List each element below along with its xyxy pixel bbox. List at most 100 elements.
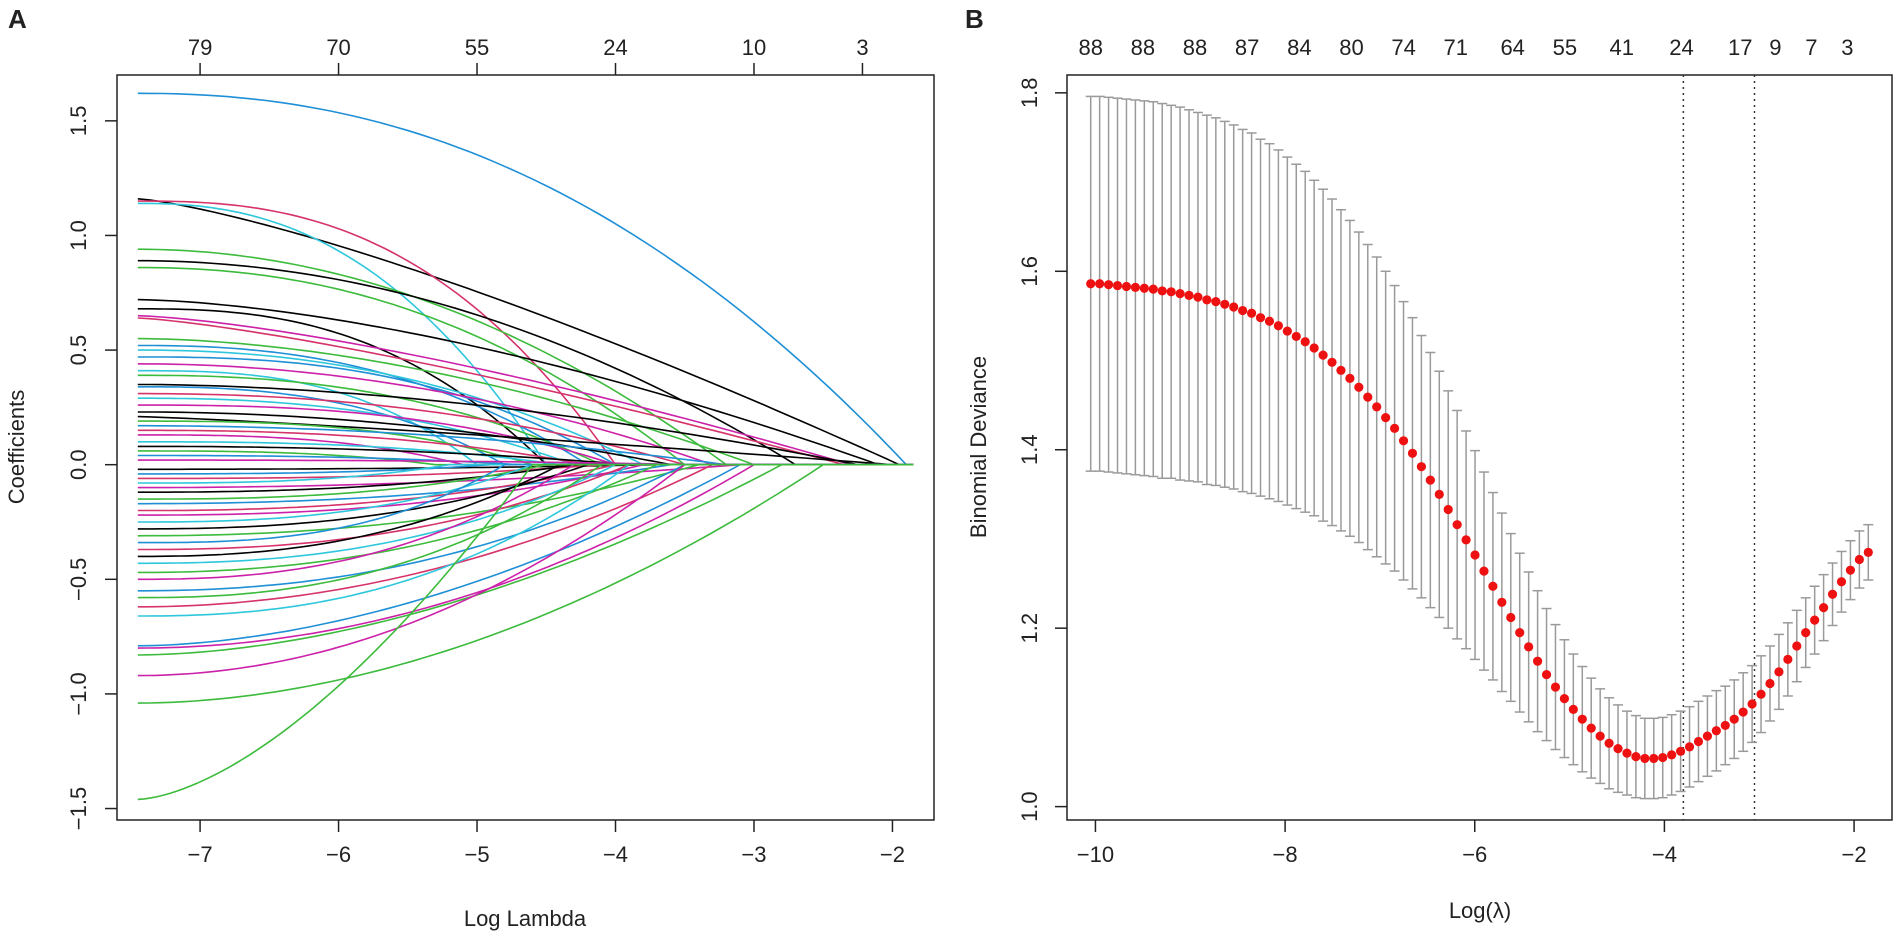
cv-point bbox=[1282, 326, 1292, 336]
coefficient-line bbox=[137, 463, 914, 537]
coefficient-line bbox=[137, 463, 914, 581]
x-axis-label: Log(λ) bbox=[1449, 898, 1511, 923]
top-axis-label: 74 bbox=[1391, 35, 1415, 60]
cv-point bbox=[1649, 753, 1659, 764]
cv-point bbox=[1836, 577, 1847, 587]
coefficient-line bbox=[137, 459, 914, 466]
coefficient-line bbox=[137, 337, 914, 466]
cv-point bbox=[1854, 554, 1864, 565]
cv-point bbox=[1407, 448, 1418, 458]
top-axis-label: 3 bbox=[1841, 35, 1853, 60]
y-tick-label: 1.5 bbox=[66, 106, 91, 137]
coefficient-line bbox=[137, 463, 914, 489]
cv-point bbox=[1524, 642, 1534, 652]
top-axis-label: 55 bbox=[1553, 35, 1577, 60]
coefficient-line bbox=[137, 383, 914, 466]
coefficient-line bbox=[137, 463, 914, 530]
coefficient-line bbox=[137, 259, 914, 466]
y-tick-label: 1.8 bbox=[1017, 78, 1042, 109]
cv-point bbox=[1827, 589, 1838, 599]
cv-point bbox=[1103, 280, 1114, 290]
y-tick-label: −1.5 bbox=[66, 787, 91, 830]
cv-point bbox=[1139, 283, 1149, 293]
cv-point bbox=[1434, 489, 1444, 499]
x-tick-label: −6 bbox=[1462, 842, 1487, 867]
x-tick-label: −5 bbox=[464, 842, 489, 867]
top-axis-ticks: 79 70 55 24 10 3 bbox=[188, 35, 869, 75]
cv-point bbox=[1246, 308, 1257, 318]
cv-point bbox=[1559, 694, 1570, 704]
coefficient-line bbox=[137, 356, 914, 466]
x-axis-ticks: −7 −6 −5 −4 −3 −2 bbox=[188, 820, 905, 867]
lambda-reference-lines bbox=[1682, 75, 1756, 820]
coefficient-line bbox=[137, 202, 914, 466]
coefficient-line bbox=[137, 298, 914, 466]
coefficient-line bbox=[137, 314, 914, 466]
top-axis-label: 9 bbox=[1769, 35, 1781, 60]
cv-point bbox=[1309, 343, 1319, 353]
cv-point bbox=[1515, 628, 1525, 638]
cv-point bbox=[1819, 603, 1829, 613]
cv-point bbox=[1586, 723, 1596, 733]
cv-point bbox=[1470, 550, 1480, 560]
coefficient-line bbox=[137, 440, 914, 466]
top-axis-label: 24 bbox=[1669, 35, 1693, 60]
y-tick-label: −1.0 bbox=[66, 672, 91, 715]
top-axis-label: 7 bbox=[1805, 35, 1817, 60]
cv-point bbox=[1238, 305, 1248, 316]
cv-point bbox=[1541, 669, 1552, 680]
coefficient-line bbox=[137, 374, 914, 466]
coefficient-line bbox=[137, 92, 914, 466]
coefficient-line bbox=[137, 463, 914, 565]
x-tick-label: −4 bbox=[1652, 842, 1677, 867]
cv-point bbox=[1363, 392, 1373, 402]
cv-point bbox=[1863, 547, 1873, 557]
coefficient-line bbox=[137, 463, 914, 592]
coefficient-line bbox=[137, 429, 914, 466]
cv-point bbox=[1747, 699, 1757, 709]
coefficient-line bbox=[137, 248, 914, 466]
x-tick-label: −7 bbox=[188, 842, 213, 867]
coefficient-line bbox=[137, 450, 914, 466]
x-tick-label: −3 bbox=[741, 842, 766, 867]
cv-point bbox=[1810, 615, 1820, 625]
cross-validation-panel: B −10 −8 −6 −4 −2 1.0 1.2 1.4 1.6 1.8 88 88 88 87 84… bbox=[965, 4, 1893, 923]
y-axis-ticks: −1.5 −1.0 −0.5 0.0 0.5 1.0 1.5 bbox=[66, 106, 117, 830]
cv-point bbox=[1425, 475, 1435, 485]
top-axis-label: 88 bbox=[1078, 35, 1102, 60]
coefficient-line bbox=[137, 463, 914, 617]
cv-point bbox=[1229, 302, 1239, 312]
cv-point bbox=[1327, 357, 1337, 367]
cv-point bbox=[1667, 750, 1677, 760]
coefficient-line bbox=[137, 411, 914, 466]
cv-point bbox=[1783, 654, 1793, 665]
plot-frame bbox=[116, 74, 935, 821]
cv-point bbox=[1148, 284, 1158, 294]
coefficient-line bbox=[137, 463, 914, 484]
top-tick-label: 10 bbox=[742, 35, 766, 60]
top-axis-label: 71 bbox=[1444, 35, 1468, 60]
top-tick-label: 70 bbox=[326, 35, 350, 60]
cv-point bbox=[1273, 321, 1284, 331]
y-tick-label: 1.0 bbox=[66, 220, 91, 251]
coefficient-line bbox=[137, 463, 914, 647]
coefficient-line bbox=[137, 445, 914, 466]
panel-label: B bbox=[965, 4, 984, 34]
top-axis-label: 84 bbox=[1287, 35, 1311, 60]
coefficient-line bbox=[137, 463, 914, 544]
coefficient-line bbox=[137, 463, 914, 516]
cv-point bbox=[1398, 436, 1409, 446]
top-tick-label: 24 bbox=[603, 35, 627, 60]
coefficient-line bbox=[137, 463, 914, 649]
cv-point bbox=[1354, 382, 1364, 392]
coefficient-line bbox=[137, 463, 914, 475]
cv-point bbox=[1291, 331, 1301, 342]
y-axis-label: Coefficients bbox=[4, 390, 29, 505]
top-axis-label: 88 bbox=[1183, 35, 1207, 60]
cv-point bbox=[1640, 753, 1650, 764]
y-tick-label: 0.0 bbox=[66, 449, 91, 480]
cv-point bbox=[1801, 628, 1811, 638]
coefficient-line bbox=[137, 463, 914, 523]
coefficient-line bbox=[137, 424, 914, 466]
